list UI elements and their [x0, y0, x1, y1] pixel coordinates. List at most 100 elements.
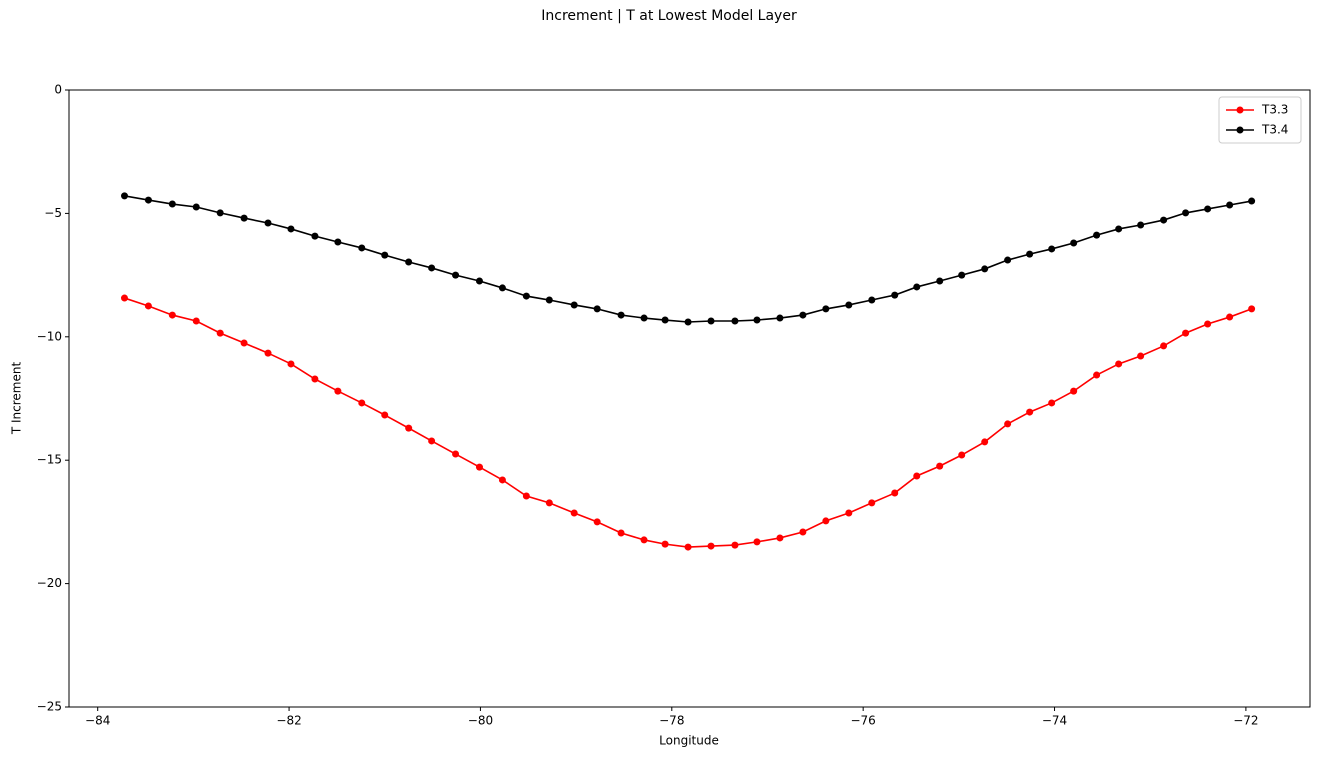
x-tick-label: −74 — [1042, 714, 1067, 728]
point — [936, 277, 944, 285]
point — [640, 536, 648, 544]
point — [958, 271, 966, 279]
y-tick-label: −25 — [37, 700, 62, 714]
legend-label: T3.4 — [1261, 123, 1288, 137]
point — [593, 305, 601, 313]
point — [799, 528, 807, 536]
point — [545, 296, 553, 304]
point — [617, 529, 625, 537]
point — [1048, 399, 1056, 407]
point — [981, 438, 989, 446]
point — [981, 265, 989, 273]
point — [753, 538, 761, 546]
point — [1248, 305, 1256, 313]
point — [707, 317, 715, 325]
point — [776, 534, 784, 542]
point — [731, 317, 739, 325]
point — [216, 329, 224, 337]
point — [684, 543, 692, 551]
point — [868, 296, 876, 304]
point — [570, 301, 578, 309]
legend-marker — [1236, 106, 1244, 114]
point — [168, 311, 176, 319]
point — [1004, 256, 1012, 264]
point — [1226, 201, 1234, 209]
point — [452, 271, 460, 279]
point — [822, 517, 830, 525]
point — [1048, 245, 1056, 253]
point — [1182, 329, 1190, 337]
point — [428, 437, 436, 445]
plot-frame — [68, 89, 1311, 708]
y-tick-label: −10 — [37, 329, 62, 343]
chart-title: Increment | T at Lowest Model Layer — [541, 8, 797, 24]
point — [1093, 231, 1101, 239]
series-line — [124, 297, 1252, 548]
point — [381, 251, 389, 259]
x-tick-label: −72 — [1233, 714, 1258, 728]
y-tick-label: −20 — [37, 576, 62, 590]
point — [1226, 313, 1234, 321]
y-tick-label: −15 — [37, 453, 62, 467]
legend-box — [1218, 96, 1302, 144]
point — [216, 209, 224, 217]
point — [192, 317, 200, 325]
point — [891, 489, 899, 497]
point — [1160, 342, 1168, 350]
point — [264, 219, 272, 227]
point — [405, 258, 413, 266]
y-tick-label: 0 — [54, 83, 62, 97]
point — [475, 277, 483, 285]
legend-marker — [1236, 126, 1244, 134]
point — [1137, 221, 1145, 229]
point — [144, 196, 152, 204]
x-tick-label: −84 — [85, 714, 110, 728]
point — [358, 244, 366, 252]
x-tick-label: −76 — [850, 714, 875, 728]
point — [1204, 320, 1212, 328]
point — [498, 284, 506, 292]
point — [1026, 408, 1034, 416]
point — [264, 349, 272, 357]
point — [381, 411, 389, 419]
point — [1004, 420, 1012, 428]
point — [684, 318, 692, 326]
point — [498, 476, 506, 484]
point — [545, 499, 553, 507]
point — [287, 360, 295, 368]
x-tick-label: −80 — [468, 714, 493, 728]
point — [1115, 360, 1123, 368]
point — [240, 214, 248, 222]
point — [1070, 387, 1078, 395]
point — [334, 238, 342, 246]
point — [1160, 216, 1168, 224]
point — [913, 283, 921, 291]
point — [868, 499, 876, 507]
point — [120, 294, 128, 302]
point — [168, 200, 176, 208]
point — [913, 472, 921, 480]
point — [192, 203, 200, 211]
point — [640, 314, 648, 322]
point — [776, 314, 784, 322]
point — [1093, 371, 1101, 379]
point — [731, 541, 739, 549]
y-axis-label: T Increment — [10, 362, 24, 436]
point — [334, 387, 342, 395]
y-tick-label: −5 — [44, 206, 62, 220]
point — [1115, 225, 1123, 233]
legend-label: T3.3 — [1261, 103, 1288, 117]
point — [311, 375, 319, 383]
point — [522, 492, 530, 500]
point — [1070, 239, 1078, 247]
point — [845, 509, 853, 517]
point — [958, 451, 966, 459]
point — [1137, 352, 1145, 360]
point — [799, 311, 807, 319]
series-line — [124, 195, 1252, 323]
point — [570, 509, 578, 517]
point — [1182, 209, 1190, 217]
point — [452, 450, 460, 458]
point — [311, 232, 319, 240]
